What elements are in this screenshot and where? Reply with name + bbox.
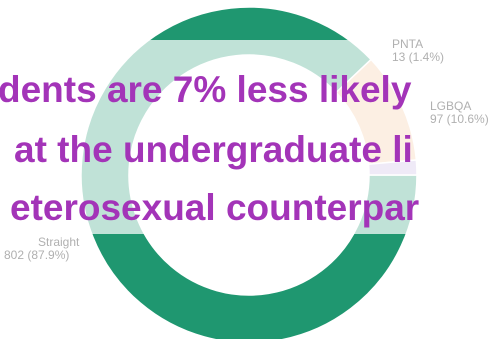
slice-name-lgbqa: LGBQA: [430, 99, 472, 113]
headline-line-1: dents are 7% less likely: [0, 69, 412, 110]
headline-line-2: at the undergraduate li: [14, 129, 413, 170]
slice-value-lgbqa: 97 (10.6%): [430, 112, 489, 126]
slice-label-pnta: PNTA 13 (1.4%): [392, 38, 444, 64]
headline-line-3: eterosexual counterpar: [10, 187, 420, 228]
donut-slice-straight: [80, 6, 418, 339]
slice-label-straight: Straight 802 (87.9%): [4, 236, 79, 262]
slice-value-straight: 802 (87.9%): [4, 248, 70, 262]
slice-value-pnta: 13 (1.4%): [392, 50, 445, 64]
slice-name-straight: Straight: [38, 235, 80, 249]
slice-label-lgbqa: LGBQA 97 (10.6%): [430, 100, 489, 126]
slice-name-pnta: PNTA: [392, 37, 424, 51]
headline-backdrop: [0, 40, 499, 234]
